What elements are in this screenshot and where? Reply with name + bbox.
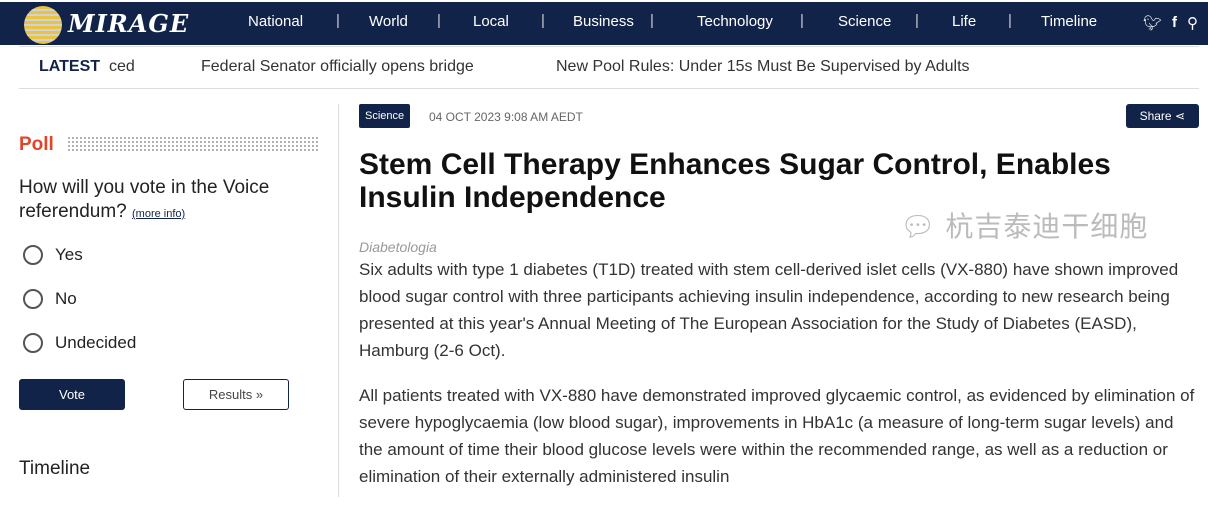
option-yes[interactable]: Yes <box>23 245 83 265</box>
article: Science 04 OCT 2023 9:08 AM AEDT Share ⋖… <box>359 104 1199 508</box>
nav-science[interactable]: Science <box>838 13 892 30</box>
nav-separator: | <box>336 12 340 29</box>
article-paragraph: Six adults with type 1 diabetes (T1D) tr… <box>359 260 1179 360</box>
ticker-item[interactable]: ced <box>109 58 135 75</box>
article-title: Stem Cell Therapy Enhances Sugar Control… <box>359 148 1111 214</box>
poll-title: Poll <box>19 134 54 155</box>
wechat-icon: 💬︎ <box>900 211 937 242</box>
nav-local[interactable]: Local <box>473 13 509 30</box>
brand-logo[interactable]: MIRAGE <box>68 9 190 38</box>
poll-question: How will you vote in the Voice referendu… <box>19 177 270 222</box>
article-paragraph: All patients treated with VX-880 have de… <box>359 386 1195 486</box>
option-undecided[interactable]: Undecided <box>23 333 136 353</box>
results-button[interactable]: Results » <box>183 379 289 410</box>
nav-timeline[interactable]: Timeline <box>1041 13 1098 30</box>
nav-national[interactable]: National <box>248 13 304 30</box>
divider <box>338 104 339 497</box>
nav-separator: | <box>541 12 545 29</box>
top-nav: MIRAGE National | World | Local | Busine… <box>0 0 1208 45</box>
option-no[interactable]: No <box>23 289 77 309</box>
article-source: Diabetologia <box>359 239 437 255</box>
timeline-heading: Timeline <box>19 458 91 479</box>
radio-button[interactable] <box>23 333 43 353</box>
divider <box>67 136 319 152</box>
nav-separator: | <box>800 12 804 29</box>
nav-separator: | <box>915 12 919 29</box>
twitter-icon[interactable]: 🐦︎ <box>1142 15 1162 32</box>
logo-icon[interactable] <box>24 6 62 44</box>
nav-business[interactable]: Business <box>573 13 634 30</box>
nav-separator: | <box>437 12 441 29</box>
ticker-item[interactable]: Federal Senator officially opens bridge <box>201 58 474 75</box>
share-button[interactable]: Share ⋖ <box>1125 104 1199 128</box>
latest-ticker: LATEST ced Federal Senator officially op… <box>19 46 1199 89</box>
ticker-item[interactable]: New Pool Rules: Under 15s Must Be Superv… <box>556 58 970 75</box>
nav-life[interactable]: Life <box>952 13 977 30</box>
nav-separator: | <box>650 12 654 29</box>
nav-world[interactable]: World <box>369 13 408 30</box>
facebook-icon[interactable]: f <box>1172 14 1177 31</box>
radio-button[interactable] <box>23 245 43 265</box>
share-icon: ⋖ <box>1174 109 1185 123</box>
search-icon[interactable]: ⚲ <box>1187 15 1198 32</box>
category-badge[interactable]: Science <box>359 104 411 128</box>
vote-button[interactable]: Vote <box>19 379 125 410</box>
nav-separator: | <box>1008 12 1012 29</box>
radio-button[interactable] <box>23 289 43 309</box>
article-date: 04 OCT 2023 9:08 AM AEDT <box>429 110 583 124</box>
article-meta: Science 04 OCT 2023 9:08 AM AEDT Share ⋖ <box>359 104 1199 130</box>
nav-technology[interactable]: Technology <box>697 13 773 30</box>
more-info-link[interactable]: (more info) <box>132 208 186 220</box>
watermark: 💬︎ 杭吉泰迪干细胞 <box>900 211 1149 242</box>
latest-label: LATEST <box>39 58 101 75</box>
